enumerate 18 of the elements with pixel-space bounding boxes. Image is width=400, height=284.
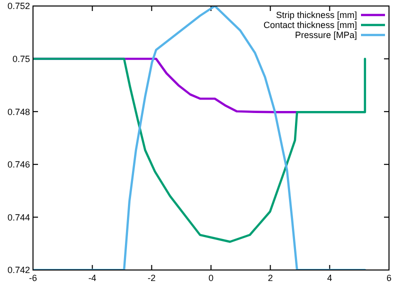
x-tick-label: 4 [327,273,332,283]
x-tick-label: 0 [208,273,214,283]
x-tick-label: 2 [268,273,273,283]
line-series [33,6,366,270]
x-tick-label: 6 [386,273,392,283]
legend-label: Pressure [MPa] [294,30,357,40]
x-tick-label: -4 [88,273,96,283]
y-tick-label: 0.746 [7,160,30,170]
y-tick-label: 0.744 [7,212,30,222]
x-tick-label: -6 [28,273,38,283]
y-tick-label: 0.748 [7,106,30,117]
y-tick-label: 0.742 [7,265,30,276]
legend-label: Strip thickness [mm] [276,10,357,20]
line-series [33,58,366,243]
legend-label: Contact thickness [mm] [263,20,357,30]
y-tick-label: 0.752 [7,1,30,12]
x-tick-label: -2 [148,273,156,283]
y-tick-label: 0.75 [12,54,30,64]
